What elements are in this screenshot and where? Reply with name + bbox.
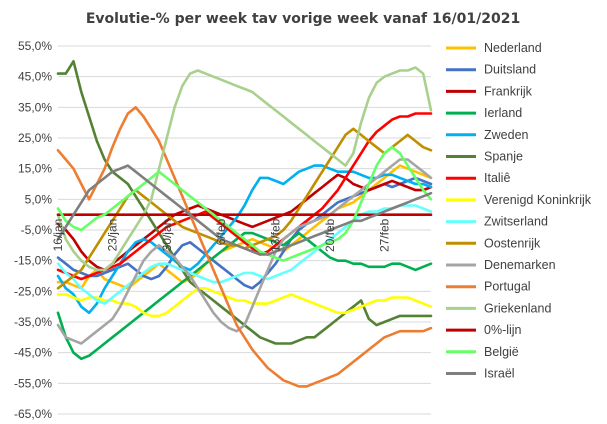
x-tick-label: 16/jan [51, 219, 65, 252]
legend-label: Duitsland [484, 63, 536, 77]
legend-label: Zwitserland [484, 215, 548, 229]
series-lines [56, 59, 433, 388]
x-tick-label: 20/feb [323, 218, 337, 252]
legend-label: Zweden [484, 128, 529, 142]
series-line-portugal [56, 106, 433, 388]
legend-label: Nederland [484, 41, 542, 55]
legend-label: Frankrijk [484, 84, 533, 98]
y-tick-label: 35,0% [18, 100, 52, 114]
x-tick-label: 6/feb [214, 218, 228, 245]
legend-entry: 0%-lijn [446, 323, 522, 337]
x-tick-label: 13/feb [269, 218, 283, 252]
legend-label: Spanje [484, 150, 523, 164]
legend-entry: Verenigd Koninkrijk [446, 193, 592, 207]
y-axis-ticks: 55,0% 45,0% 35,0% 25,0% 15,0% 5,0% -5,0% -15,0%… [14, 39, 52, 421]
legend-entry: Griekenland [446, 301, 551, 315]
y-tick-label: 25,0% [18, 131, 52, 145]
y-tick-label: 55,0% [18, 39, 52, 53]
y-tick-label: 5,0% [25, 192, 53, 206]
gridlines [58, 45, 431, 415]
y-tick-label: 15,0% [18, 162, 52, 176]
legend-label: Griekenland [484, 301, 551, 315]
series-line-ierland [56, 231, 433, 361]
legend-entry: Portugal [446, 280, 531, 294]
legend-entry: Denemarken [446, 258, 556, 272]
legend-label: 0%-lijn [484, 323, 522, 337]
y-tick-label: -35,0% [14, 315, 52, 329]
legend-label: Israël [484, 367, 515, 381]
legend-label: Verenigd Koninkrijk [484, 193, 592, 207]
series-line-zwitserland [56, 204, 433, 305]
legend-entry: Nederland [446, 41, 542, 55]
legend-entry: Spanje [446, 150, 523, 164]
series-line-frankrijk [56, 173, 433, 272]
series-line-verenigd-koninkrijk [56, 286, 433, 318]
legend-label: Italiê [484, 171, 510, 185]
legend-label: Denemarken [484, 258, 556, 272]
legend-entry: Frankrijk [446, 84, 533, 98]
y-tick-label: 45,0% [18, 70, 52, 84]
y-tick-label: -65,0% [14, 407, 52, 421]
legend-entry: Italiê [446, 171, 510, 185]
x-tick-label: 27/feb [377, 218, 391, 252]
legend-entry: Zweden [446, 128, 529, 142]
x-tick-label: 23/jan [105, 219, 119, 252]
legend-label: Portugal [484, 280, 531, 294]
y-tick-label: -45,0% [14, 346, 52, 360]
series-line-belgi- [56, 145, 433, 263]
y-tick-label: -5,0% [21, 223, 53, 237]
series-line-isra-l [56, 164, 433, 256]
x-axis-ticks: 16/jan 23/jan 30/jan 6/feb 13/feb 20/feb 27/fe… [51, 218, 391, 252]
legend-entry: Duitsland [446, 63, 536, 77]
legend: Nederland Duitsland Frankrijk Ierland Zweden… [446, 41, 592, 381]
legend-entry: Zwitserland [446, 215, 548, 229]
chart-title: Evolutie-% per week tav vorige week vana… [86, 11, 520, 27]
legend-entry: Israël [446, 367, 515, 381]
legend-label: België [484, 345, 519, 359]
legend-entry: Oostenrijk [446, 236, 541, 250]
y-tick-label: -15,0% [14, 254, 52, 268]
legend-label: Oostenrijk [484, 236, 541, 250]
y-tick-label: -25,0% [14, 284, 52, 298]
x-tick-label: 30/jan [160, 219, 174, 252]
y-tick-label: -55,0% [14, 376, 52, 390]
legend-label: Ierland [484, 106, 522, 120]
legend-entry: Ierland [446, 106, 522, 120]
series-line-griekenland [56, 66, 433, 272]
legend-entry: België [446, 345, 519, 359]
